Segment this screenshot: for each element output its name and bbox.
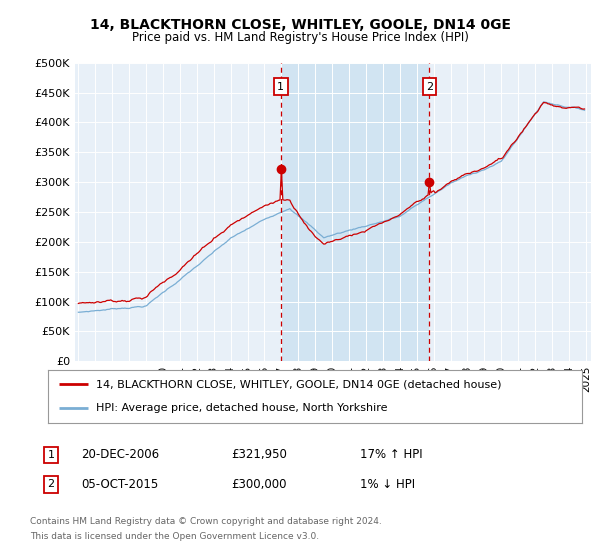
Text: 14, BLACKTHORN CLOSE, WHITLEY, GOOLE, DN14 0GE: 14, BLACKTHORN CLOSE, WHITLEY, GOOLE, DN… xyxy=(89,18,511,32)
Text: 2: 2 xyxy=(426,82,433,92)
Text: 1% ↓ HPI: 1% ↓ HPI xyxy=(360,478,415,491)
Bar xyxy=(281,63,430,361)
Text: This data is licensed under the Open Government Licence v3.0.: This data is licensed under the Open Gov… xyxy=(30,532,319,541)
Text: 2: 2 xyxy=(47,479,55,489)
Text: 1: 1 xyxy=(47,450,55,460)
Text: 1: 1 xyxy=(277,82,284,92)
Text: £321,950: £321,950 xyxy=(231,448,287,461)
Text: Price paid vs. HM Land Registry's House Price Index (HPI): Price paid vs. HM Land Registry's House … xyxy=(131,31,469,44)
Text: Contains HM Land Registry data © Crown copyright and database right 2024.: Contains HM Land Registry data © Crown c… xyxy=(30,517,382,526)
Text: HPI: Average price, detached house, North Yorkshire: HPI: Average price, detached house, Nort… xyxy=(96,403,388,413)
Text: 20-DEC-2006: 20-DEC-2006 xyxy=(81,448,159,461)
Text: £300,000: £300,000 xyxy=(231,478,287,491)
Text: 05-OCT-2015: 05-OCT-2015 xyxy=(81,478,158,491)
Text: 17% ↑ HPI: 17% ↑ HPI xyxy=(360,448,422,461)
Text: 14, BLACKTHORN CLOSE, WHITLEY, GOOLE, DN14 0GE (detached house): 14, BLACKTHORN CLOSE, WHITLEY, GOOLE, DN… xyxy=(96,380,502,390)
